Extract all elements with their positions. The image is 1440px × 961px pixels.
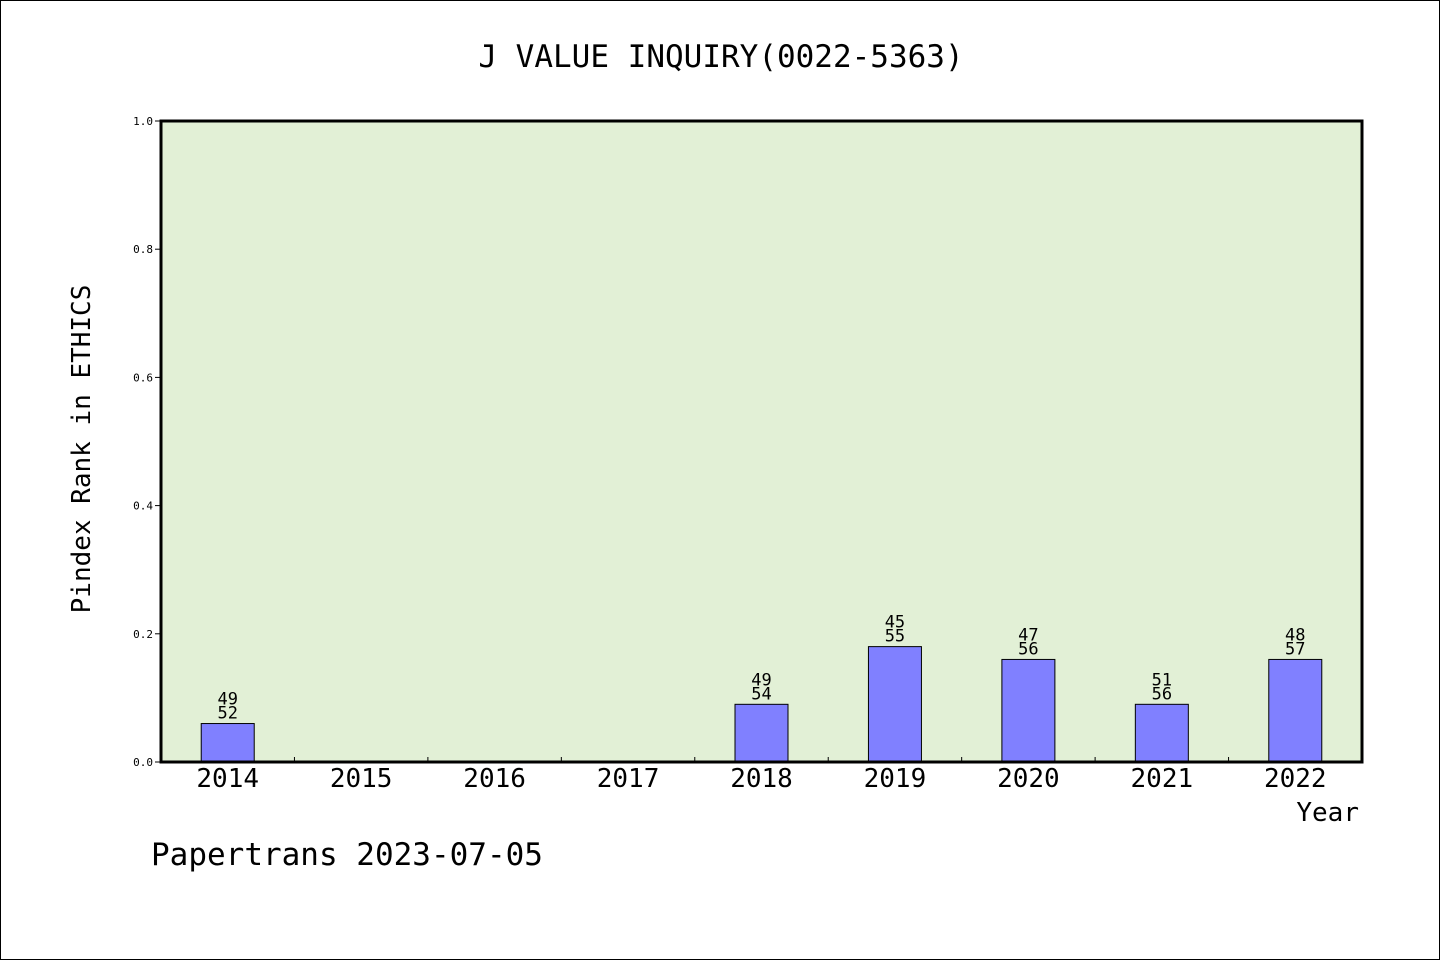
y-axis-label: Pindex Rank in ETHICS: [67, 285, 97, 614]
bar-2020: [1001, 658, 1056, 763]
y-tick-label: 0.0: [133, 756, 153, 769]
data-label-rank: 49: [217, 690, 237, 710]
bar-2018: [734, 703, 789, 763]
bar-2022: [1268, 658, 1323, 763]
data-label-rank: 51: [1152, 670, 1172, 690]
data-label-total: 55: [885, 627, 905, 647]
data-label-total: 57: [1285, 639, 1305, 659]
x-tick-label: 2021: [1131, 764, 1194, 794]
plot-area: [161, 121, 1362, 762]
y-tick-label: 0.4: [133, 500, 153, 513]
data-label-rank: 47: [1018, 625, 1038, 645]
y-tick-label: 0.2: [133, 628, 153, 641]
x-tick-label: 2014: [196, 764, 259, 794]
x-tick-label: 2016: [463, 764, 526, 794]
y-tick-label: 1.0: [133, 115, 153, 128]
y-tick-label: 0.6: [133, 371, 153, 384]
y-tick-label: 0.8: [133, 243, 153, 256]
x-axis-label: Year: [1296, 798, 1359, 828]
x-tick-label: 2019: [864, 764, 927, 794]
data-label-total: 56: [1018, 639, 1038, 659]
data-label-rank: 49: [751, 670, 771, 690]
data-label-rank: 48: [1285, 625, 1305, 645]
x-tick-label: 2022: [1264, 764, 1327, 794]
plot-border: [159, 119, 1364, 764]
bar-2019: [867, 646, 922, 763]
bar-2014: [200, 723, 255, 763]
data-label-total: 54: [751, 684, 771, 704]
ticks-layer: 0.0 0.2 0.4 0.6 0.8 1.0 2014 2015 2016 2017 2018 20…: [133, 115, 1326, 794]
bars-layer: [200, 646, 1323, 763]
x-tick-label: 2015: [330, 764, 393, 794]
chart-title: J VALUE INQUIRY(0022-5363): [478, 39, 963, 75]
data-label-total: 56: [1152, 684, 1172, 704]
bar-2021: [1134, 703, 1189, 763]
data-label-rank: 45: [885, 613, 905, 633]
x-tick-label: 2020: [997, 764, 1060, 794]
footer-credit: Papertrans 2023-07-05: [151, 837, 543, 873]
data-label-total: 52: [217, 704, 237, 724]
x-tick-label: 2017: [597, 764, 660, 794]
x-tick-label: 2018: [730, 764, 793, 794]
